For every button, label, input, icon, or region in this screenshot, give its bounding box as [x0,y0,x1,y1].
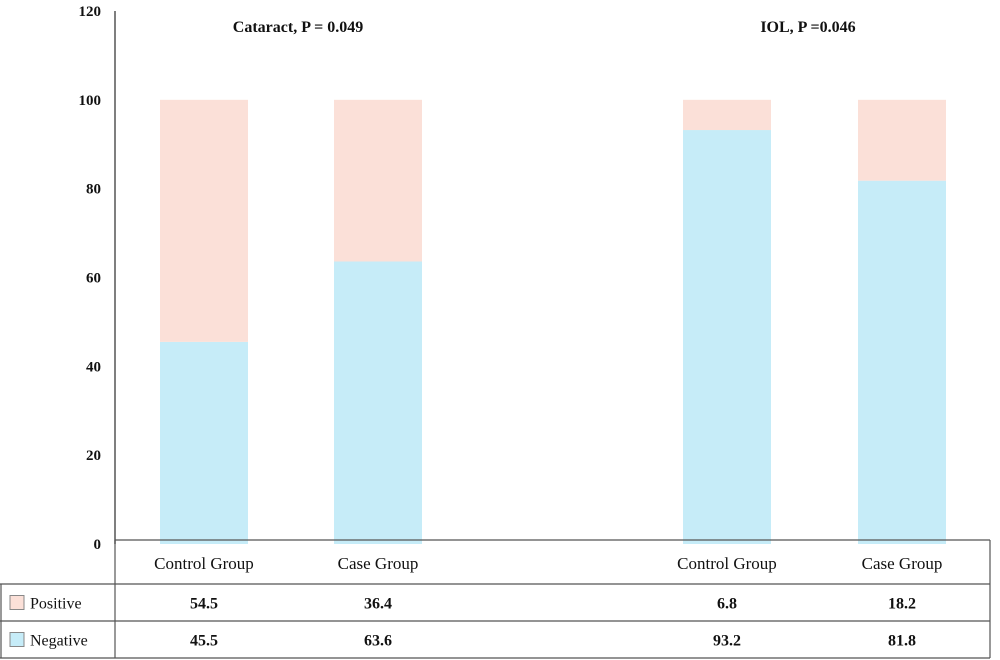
bar-positive-1-1 [858,99,946,181]
legend-swatch-positive [9,595,25,610]
category-label-1-0: Control Group [677,554,777,573]
cell-value-positive-0-1: 36.4 [364,596,392,613]
y-tick-label-80: 80 [86,182,101,198]
cell-value-negative-0-1: 63.6 [364,633,392,650]
bar-negative-0-1 [334,261,422,544]
cell-value-negative-0-0: 45.5 [190,633,218,650]
bar-positive-0-1 [334,99,422,262]
y-tick-label-60: 60 [86,271,101,287]
cell-value-positive-0-0: 54.5 [190,596,218,613]
cell-value-negative-1-0: 93.2 [713,633,741,650]
bar-negative-1-0 [683,130,771,544]
y-tick-label-20: 20 [86,448,101,464]
legend-label-positive: Positive [30,596,82,613]
category-label-1-1: Case Group [862,554,943,573]
chart-titles: Cataract, P = 0.049 IOL, P =0.046 [233,19,856,36]
cell-value-positive-1-1: 18.2 [888,596,916,613]
cell-value-negative-1-1: 81.8 [888,633,916,650]
y-tick-label-120: 120 [79,4,102,20]
category-label-0-0: Control Group [154,554,254,573]
legend-label-negative: Negative [30,633,88,650]
bar-positive-1-0 [683,99,771,131]
data-table: Control Group Case Group Control Group Case… [0,539,991,659]
y-tick-label-0: 0 [94,537,102,553]
cell-value-positive-1-0: 6.8 [717,596,737,613]
bar-negative-1-1 [858,180,946,544]
chart-title-0: Cataract, P = 0.049 [233,19,363,36]
bar-positive-0-0 [160,99,248,342]
bar-negative-0-0 [160,341,248,544]
legend-swatch-negative [9,632,25,647]
bars [160,99,946,544]
y-tick-label-100: 100 [79,93,102,109]
chart-title-1: IOL, P =0.046 [760,19,855,36]
category-label-0-1: Case Group [338,554,419,573]
y-axis: 0 20 40 60 80 100 120 [79,4,116,553]
y-tick-label-40: 40 [86,359,101,375]
